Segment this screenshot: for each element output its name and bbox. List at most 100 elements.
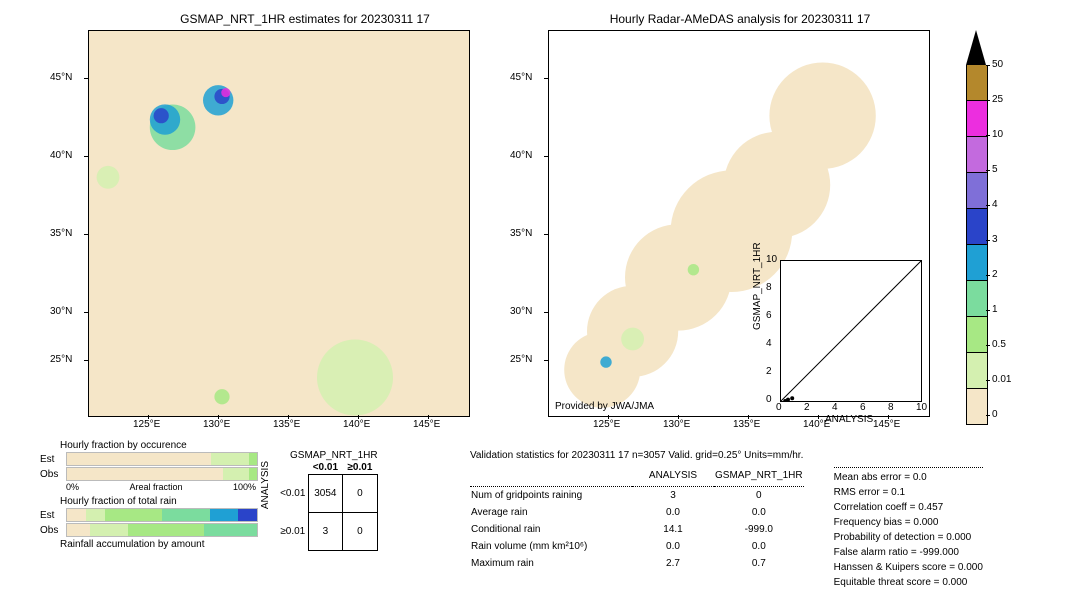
bar-row-label: Est	[40, 510, 66, 521]
contingency-table: GSMAP_NRT_1HRANALYSIS<0.01≥0.01<0.013054…	[260, 450, 378, 529]
contingency-cell: 3	[308, 513, 343, 551]
inset-scatter	[780, 260, 922, 402]
colorbar-label: 5	[992, 164, 998, 175]
contingency-col-title: GSMAP_NRT_1HR	[290, 450, 378, 461]
stat-value: 0.000	[913, 517, 938, 528]
x-tick-label: 130°E	[663, 419, 690, 430]
colorbar-label: 4	[992, 199, 998, 210]
bar-row	[66, 452, 258, 466]
validation-col-header: ANALYSIS	[632, 467, 714, 484]
bar-row-label: Est	[40, 454, 66, 465]
x-tick-label: 135°E	[733, 419, 760, 430]
validation-cell: 0.0	[714, 504, 804, 521]
inset-ytick: 8	[766, 282, 772, 293]
bar-row	[66, 508, 258, 522]
stat-value: 0.1	[891, 487, 905, 498]
inset-ytick: 10	[766, 254, 777, 265]
colorbar-label: 0	[992, 409, 998, 420]
validation-cell: 3	[632, 487, 714, 505]
validation-row-label: Conditional rain	[470, 521, 632, 538]
xlabel-right: 100%	[233, 482, 256, 492]
validation-cell: 0.7	[714, 555, 804, 572]
bars-title-1: Hourly fraction by occurence	[60, 440, 260, 451]
stat-label: False alarm ratio =	[834, 547, 917, 558]
inset-xtick: 2	[804, 402, 810, 413]
stat-label: Frequency bias =	[834, 517, 911, 528]
y-tick-label: 30°N	[510, 306, 532, 317]
colorbar-label: 3	[992, 234, 998, 245]
inset-xtick: 8	[888, 402, 894, 413]
colorbar-segment	[966, 173, 988, 209]
stat-value: 0.0	[913, 472, 927, 483]
validation-cell: 0.0	[714, 538, 804, 555]
xlabel-mid: Areal fraction	[129, 482, 182, 492]
stat-label: Correlation coeff =	[834, 502, 916, 513]
colorbar-segment	[966, 353, 988, 389]
contingency-cell: 3054	[308, 475, 343, 513]
colorbar-segment	[966, 389, 988, 425]
x-tick-label: 140°E	[343, 419, 370, 430]
bars-title-3: Rainfall accumulation by amount	[60, 539, 260, 550]
colorbar	[966, 30, 988, 425]
contingency-row-header: <0.01	[278, 475, 308, 513]
y-tick-label: 25°N	[50, 354, 72, 365]
colorbar-segment	[966, 317, 988, 353]
colorbar-segment	[966, 245, 988, 281]
inset-ytick: 4	[766, 338, 772, 349]
y-tick-label: 40°N	[50, 150, 72, 161]
bar-row	[66, 523, 258, 537]
colorbar-segment	[966, 281, 988, 317]
colorbar-label: 2	[992, 269, 998, 280]
inset-xlabel: ANALYSIS	[825, 414, 873, 425]
right-map-title: Hourly Radar-AMeDAS analysis for 2023031…	[540, 12, 940, 26]
contingency-row-title: ANALYSIS	[260, 461, 274, 529]
x-tick-label: 125°E	[133, 419, 160, 430]
bars-title-2: Hourly fraction of total rain	[60, 496, 260, 507]
validation-cell: 0	[714, 487, 804, 505]
validation-row-label: Num of gridpoints raining	[470, 487, 632, 505]
contingency-row-header: ≥0.01	[278, 513, 308, 551]
bar-row-label: Obs	[40, 469, 66, 480]
y-tick-label: 35°N	[50, 228, 72, 239]
stat-label: RMS error =	[834, 487, 889, 498]
x-tick-label: 145°E	[873, 419, 900, 430]
y-tick-label: 35°N	[510, 228, 532, 239]
validation-title: Validation statistics for 20230311 17 n=…	[470, 448, 983, 463]
colorbar-label: 25	[992, 94, 1003, 105]
left-map-title: GSMAP_NRT_1HR estimates for 20230311 17	[130, 12, 480, 26]
stat-value: 0.000	[946, 532, 971, 543]
stat-value: 0.457	[918, 502, 943, 513]
validation-cell: 0.0	[632, 504, 714, 521]
validation-stats: Validation statistics for 20230311 17 n=…	[470, 448, 983, 590]
stat-label: Hanssen & Kuipers score =	[834, 562, 955, 573]
colorbar-segment	[966, 30, 986, 65]
validation-row-label: Maximum rain	[470, 555, 632, 572]
validation-row-label: Rain volume (mm km²10⁶)	[470, 538, 632, 555]
validation-cell: 14.1	[632, 521, 714, 538]
map-attribution: Provided by JWA/JMA	[555, 401, 654, 412]
inset-ytick: 2	[766, 366, 772, 377]
hourly-fraction-bars: Hourly fraction by occurenceEstObs0%Area…	[40, 440, 260, 550]
validation-cell: 2.7	[632, 555, 714, 572]
inset-ytick: 0	[766, 394, 772, 405]
bar-row-label: Obs	[40, 525, 66, 536]
validation-row-label: Average rain	[470, 504, 632, 521]
y-tick-label: 25°N	[510, 354, 532, 365]
colorbar-label: 0.5	[992, 339, 1006, 350]
contingency-cell: 0	[343, 513, 377, 551]
colorbar-label: 50	[992, 59, 1003, 70]
inset-ylabel: GSMAP_NRT_1HR	[752, 242, 763, 330]
y-tick-label: 30°N	[50, 306, 72, 317]
y-tick-label: 45°N	[510, 72, 532, 83]
inset-ytick: 6	[766, 310, 772, 321]
colorbar-label: 1	[992, 304, 998, 315]
bar-row	[66, 467, 258, 481]
colorbar-segment	[966, 209, 988, 245]
stat-value: 0.000	[958, 562, 983, 573]
colorbar-segment	[966, 65, 988, 101]
stat-label: Probability of detection =	[834, 532, 944, 543]
stat-label: Equitable threat score =	[834, 577, 940, 588]
colorbar-segment	[966, 101, 988, 137]
x-tick-label: 130°E	[203, 419, 230, 430]
contingency-col-header: ≥0.01	[343, 461, 377, 475]
